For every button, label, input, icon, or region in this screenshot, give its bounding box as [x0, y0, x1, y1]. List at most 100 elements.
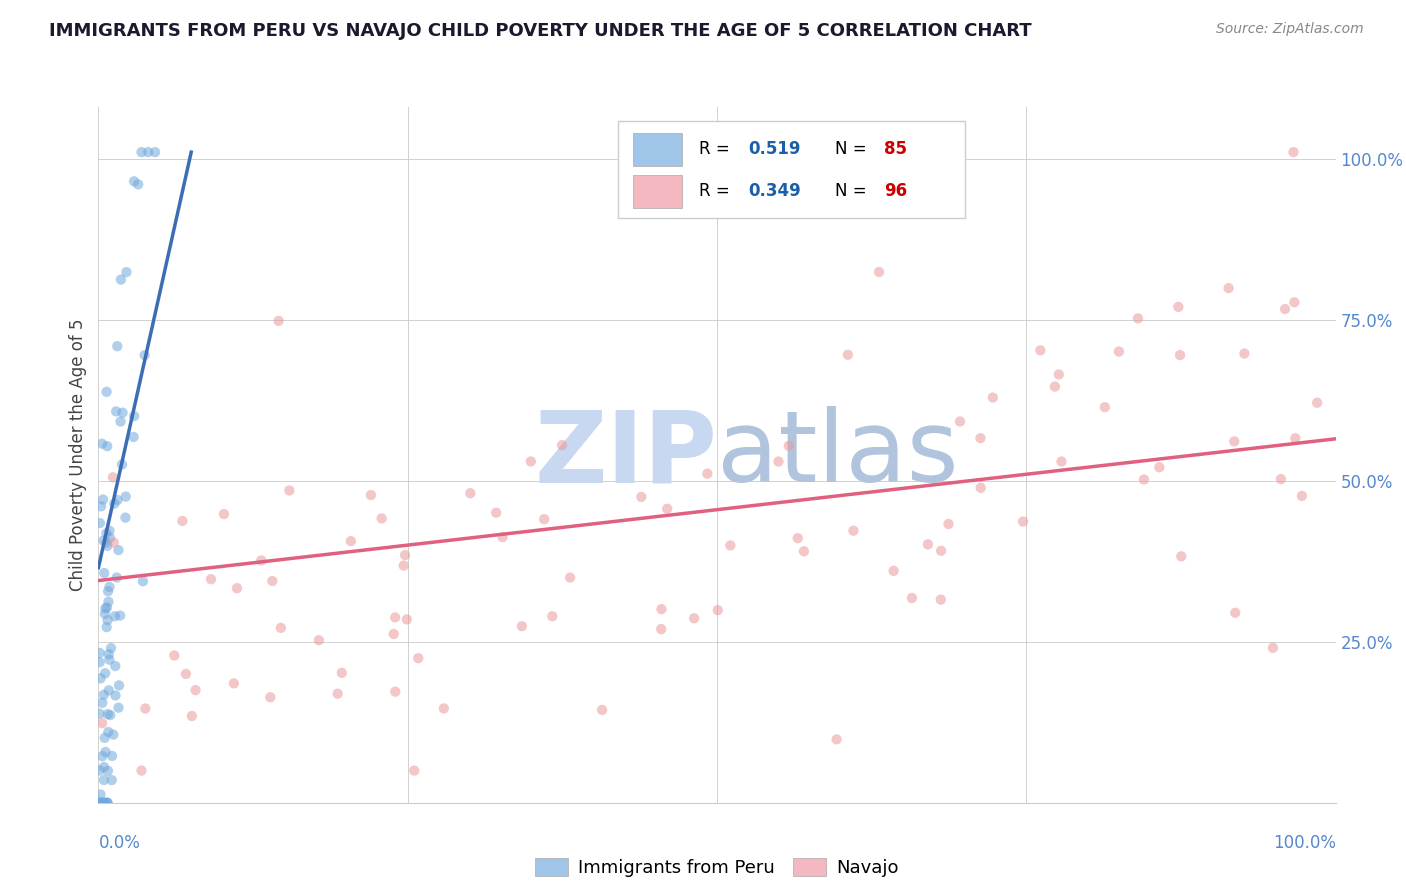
Point	[551, 438, 574, 452]
Point	[1306, 396, 1329, 410]
Point	[97, 647, 120, 661]
Point	[1012, 515, 1035, 529]
Point	[868, 265, 890, 279]
Point	[392, 558, 415, 573]
Point	[111, 458, 134, 472]
Text: N =: N =	[835, 140, 872, 159]
Point	[1168, 348, 1191, 362]
Point	[786, 531, 808, 545]
Point	[94, 601, 117, 615]
Point	[1170, 549, 1192, 564]
Point	[96, 613, 118, 627]
Point	[683, 611, 706, 625]
Point	[107, 543, 129, 558]
Point	[101, 748, 124, 763]
Y-axis label: Child Poverty Under the Age of 5: Child Poverty Under the Age of 5	[69, 318, 87, 591]
Point	[308, 633, 330, 648]
Text: IMMIGRANTS FROM PERU VS NAVAJO CHILD POVERTY UNDER THE AGE OF 5 CORRELATION CHAR: IMMIGRANTS FROM PERU VS NAVAJO CHILD POV…	[49, 22, 1032, 40]
Point	[1274, 301, 1296, 316]
Point	[91, 796, 114, 810]
Point	[404, 764, 426, 778]
Point	[104, 659, 127, 673]
Point	[89, 516, 111, 530]
Point	[278, 483, 301, 498]
Point	[981, 391, 1004, 405]
Text: 0.519: 0.519	[748, 140, 800, 159]
Point	[93, 533, 115, 548]
Point	[97, 725, 120, 739]
Point	[97, 796, 120, 810]
Point	[96, 535, 118, 549]
FancyBboxPatch shape	[619, 121, 965, 219]
Point	[382, 627, 405, 641]
Point	[340, 534, 363, 549]
Point	[1149, 460, 1171, 475]
Point	[793, 544, 815, 558]
Text: N =: N =	[835, 182, 872, 200]
Text: ZIP: ZIP	[534, 407, 717, 503]
Point	[1167, 300, 1189, 314]
Point	[98, 524, 121, 538]
FancyBboxPatch shape	[633, 175, 682, 208]
Text: atlas: atlas	[717, 407, 959, 503]
Point	[89, 796, 111, 810]
Point	[929, 592, 952, 607]
Point	[929, 543, 952, 558]
Point	[184, 683, 207, 698]
Point	[103, 728, 125, 742]
Point	[969, 431, 991, 445]
Text: 0.0%: 0.0%	[98, 834, 141, 852]
Point	[93, 796, 115, 810]
Point	[90, 796, 112, 810]
Point	[94, 745, 117, 759]
Point	[98, 708, 121, 723]
Point	[510, 619, 533, 633]
Point	[533, 512, 555, 526]
Point	[650, 602, 672, 616]
Point	[558, 570, 581, 584]
Point	[949, 414, 972, 428]
Point	[96, 600, 118, 615]
Point	[93, 566, 115, 580]
Point	[520, 454, 543, 468]
Point	[143, 145, 166, 160]
Point	[134, 348, 156, 362]
Point	[1094, 400, 1116, 414]
Point	[270, 621, 292, 635]
Point	[97, 707, 120, 722]
Point	[406, 651, 429, 665]
Point	[541, 609, 564, 624]
Point	[250, 553, 273, 567]
Point	[96, 439, 118, 453]
Text: 0.349: 0.349	[748, 182, 801, 200]
Point	[395, 612, 418, 626]
Point	[262, 574, 284, 588]
Point	[433, 701, 456, 715]
Text: Source: ZipAtlas.com: Source: ZipAtlas.com	[1216, 22, 1364, 37]
Point	[108, 678, 131, 692]
Point	[132, 574, 155, 589]
Point	[226, 581, 249, 595]
Point	[93, 760, 115, 774]
Point	[103, 497, 125, 511]
Point	[657, 501, 679, 516]
Point	[1225, 606, 1247, 620]
Point	[330, 665, 353, 680]
Point	[131, 145, 153, 160]
Point	[93, 688, 115, 702]
Point	[96, 620, 118, 634]
FancyBboxPatch shape	[633, 133, 682, 166]
Point	[98, 580, 121, 594]
Point	[105, 339, 128, 353]
Point	[89, 655, 111, 669]
Point	[105, 404, 128, 418]
Point	[104, 609, 127, 624]
Point	[768, 454, 790, 468]
Point	[98, 653, 121, 667]
Point	[174, 667, 197, 681]
Point	[89, 764, 111, 778]
Point	[938, 516, 960, 531]
Point	[842, 524, 865, 538]
Point	[114, 490, 136, 504]
Point	[394, 548, 416, 562]
